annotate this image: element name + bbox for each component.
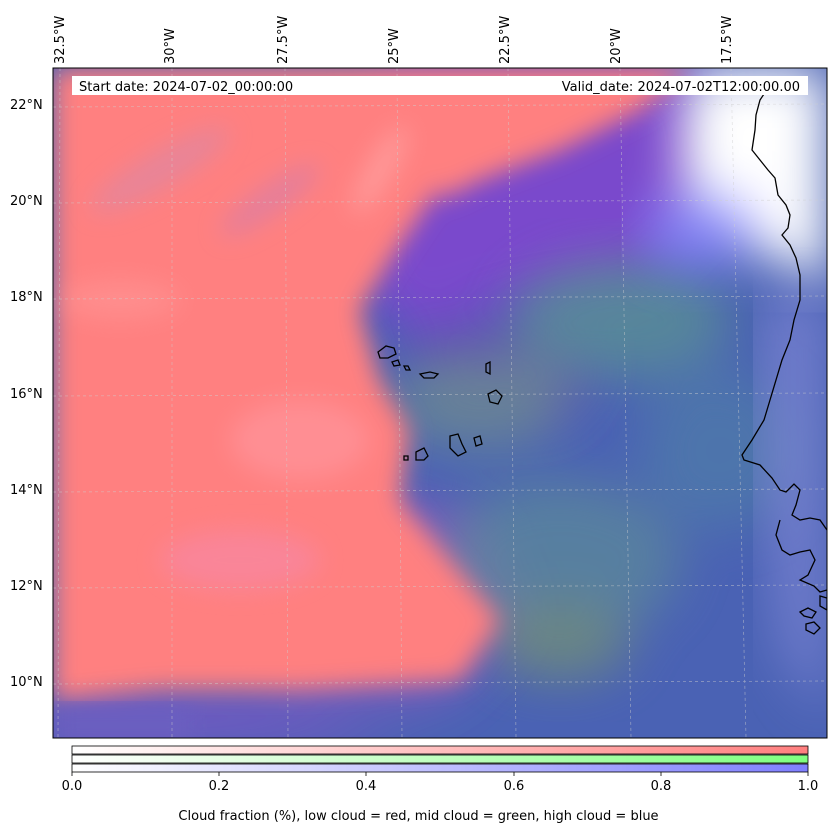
lon-label-22-5w: 22.5°W (498, 15, 513, 64)
colorbar-tick-0-2: 0.2 (208, 779, 230, 794)
lat-label-14n: 14°N (10, 483, 43, 498)
colorbar-title: Cloud fraction (%), low cloud = red, mid… (178, 809, 659, 824)
colorbar-mid (71, 754, 809, 764)
colorbar (71, 745, 809, 776)
start-date-label: Start date: 2024-07-02_00:00:00 (79, 80, 293, 95)
lat-label-12n: 12°N (10, 579, 43, 594)
colorbar-tick-0-8: 0.8 (650, 779, 672, 794)
lat-label-20n: 20°N (10, 194, 43, 209)
lon-label-20w: 20°W (609, 28, 624, 64)
colorbar-tick-0-4: 0.4 (355, 779, 377, 794)
colorbar-tick-0: 0.0 (61, 779, 83, 794)
colorbar-tick-0-6: 0.6 (503, 779, 525, 794)
lat-label-10n: 10°N (10, 675, 43, 690)
lat-label-18n: 18°N (10, 290, 43, 305)
lat-label-16n: 16°N (10, 387, 43, 402)
lat-label-22n: 22°N (10, 98, 43, 113)
lon-label-27-5w: 27.5°W (276, 15, 291, 64)
lon-label-32-5w: 32.5°W (53, 15, 68, 64)
valid-date-label: Valid_date: 2024-07-02T12:00:00.00 (562, 80, 800, 95)
graticule (53, 68, 827, 738)
coastline (377, 87, 827, 635)
map-frame (52, 67, 828, 739)
lon-label-25w: 25°W (387, 28, 402, 64)
cloud-field: Start date: 2024-07-02_00:00:00 Valid_da… (53, 68, 827, 738)
colorbar-high (71, 763, 809, 773)
lon-label-17-5w: 17.5°W (720, 15, 735, 64)
lon-label-30w: 30°W (163, 28, 178, 64)
colorbar-tick-1-0: 1.0 (797, 779, 819, 794)
colorbar-low (71, 745, 809, 755)
header-band (72, 76, 808, 95)
